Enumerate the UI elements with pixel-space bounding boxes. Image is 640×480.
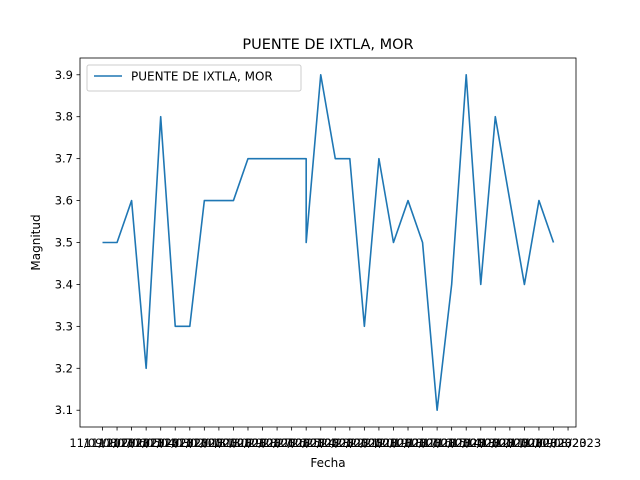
x-tick-label: 11/02/2023 [171,436,237,450]
x-tick-label: 10/09/2023 [520,436,586,450]
x-tick-label: 10/14/2023 [448,436,514,450]
y-tick-label: 3.4 [55,277,73,291]
x-tick-label: 10/18/2023 [389,436,455,450]
y-tick-label: 3.6 [55,194,73,208]
x-tick-label: 10/19/2023 [375,436,441,450]
y-tick-label: 3.9 [55,68,73,82]
legend-label: PUENTE DE IXTLA, MOR [131,70,273,84]
x-tick-label: 10/12/2023 [477,436,543,450]
x-axis-ticks: 11/09/202311/08/202311/07/202311/06/2023… [69,427,601,450]
y-tick-label: 3.1 [55,403,73,417]
x-tick-label: 10/22/2023 [331,436,397,450]
chart-title: PUENTE DE IXTLA, MOR [242,37,413,53]
x-tick-label: 10/24/2023 [302,436,368,450]
x-tick-label: 10/17/2023 [404,436,470,450]
x-tick-label: 10/11/2023 [491,436,557,450]
x-tick-label: 10/27/2023 [258,436,324,450]
x-tick-label: 10/23/2023 [317,436,383,450]
x-tick-label: 10/15/2023 [433,436,499,450]
x-tick-label: 10/25/2023 [288,436,354,450]
x-tick-label: 11/09/2023 [69,436,135,450]
y-tick-label: 3.5 [55,236,73,250]
x-tick-label: 10/13/2023 [462,436,528,450]
x-tick-label: 10/10/2023 [506,436,572,450]
legend: PUENTE DE IXTLA, MOR [86,64,302,92]
y-tick-label: 3.7 [55,152,73,166]
x-tick-label: 10/31/2023 [200,436,266,450]
y-tick-label: 3.3 [55,319,73,333]
x-tick-label: 10/28/2023 [244,436,310,450]
x-tick-label: 11/05/2023 [128,436,194,450]
x-tick-label: 10/08/2023 [535,436,601,450]
y-axis-ticks: 3.1 3.2 3.3 3.4 3.5 3.6 3.7 3.8 3.9 [55,68,80,417]
x-tick-label: 11/07/2023 [98,436,164,450]
x-tick-label: 10/16/2023 [419,436,485,450]
series-line [102,73,555,412]
x-tick-label: 10/20/2023 [360,436,426,450]
y-tick-label: 3.2 [55,361,73,375]
x-tick-label: 11/03/2023 [157,436,223,450]
x-tick-label: 10/30/2023 [215,436,281,450]
x-tick-label: 10/29/2023 [229,436,295,450]
x-tick-label: 11/06/2023 [113,436,179,450]
x-tick-label: 10/26/2023 [273,436,339,450]
y-axis-label: Magnitud [29,214,43,270]
legend-box [86,64,302,92]
y-tick-label: 3.8 [55,110,73,124]
x-tick-label: 11/08/2023 [84,436,150,450]
x-tick-label: 11/04/2023 [142,436,208,450]
x-tick-label: 10/21/2023 [346,436,412,450]
x-axis-label: Fecha [310,456,345,470]
plot-frame [79,57,577,428]
x-tick-label: 11/01/2023 [186,436,252,450]
series-layer [102,73,555,412]
